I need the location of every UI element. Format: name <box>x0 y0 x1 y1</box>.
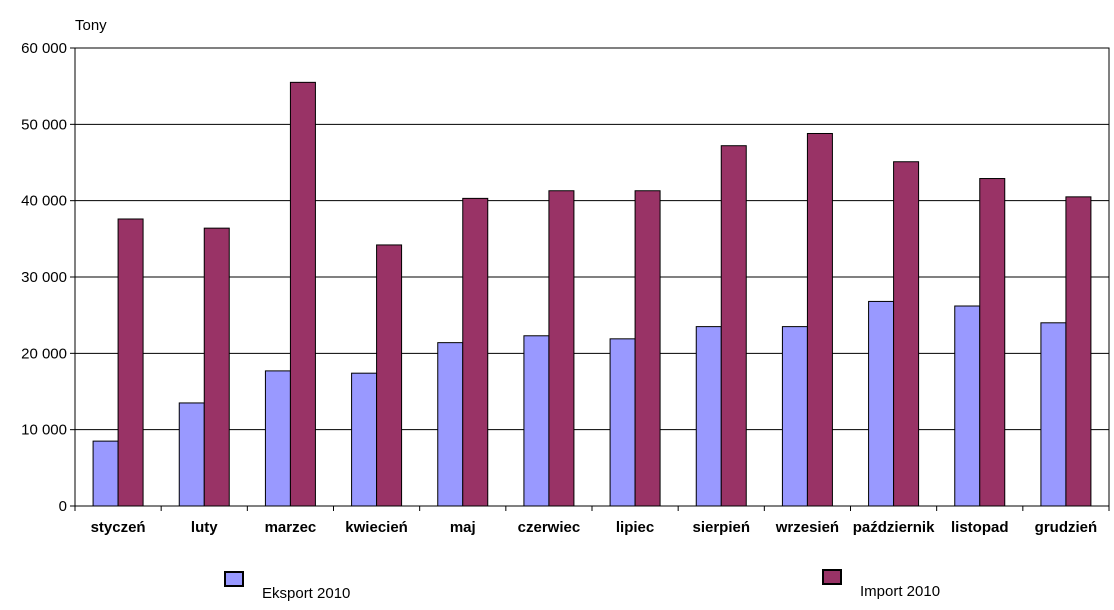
import-bar <box>462 197 489 507</box>
eksport-bar <box>609 338 636 507</box>
x-tick-label: kwiecień <box>345 519 408 536</box>
gridlines <box>75 123 1109 431</box>
y-tick-label: 20 000 <box>21 345 67 362</box>
import-bar <box>893 161 920 507</box>
x-tick-label: czerwiec <box>518 519 581 536</box>
bars <box>92 81 1092 507</box>
import-bar <box>289 81 316 507</box>
eksport-bar <box>868 300 895 507</box>
eksport-bar <box>954 305 981 507</box>
y-tick-label: 50 000 <box>21 116 67 133</box>
x-tick-label: maj <box>450 519 476 536</box>
y-axis-label: Tony <box>75 17 107 34</box>
x-tick-label: lipiec <box>616 519 654 536</box>
import-bar <box>548 190 575 507</box>
y-tick-label: 30 000 <box>21 269 67 286</box>
eksport-bar <box>92 440 119 507</box>
legend-label: Import 2010 <box>860 583 940 600</box>
x-tick-label: sierpień <box>692 519 750 536</box>
legend-swatch <box>822 569 842 585</box>
legend-label: Eksport 2010 <box>262 585 350 602</box>
x-tick-label: listopad <box>951 519 1009 536</box>
y-tick-label: 40 000 <box>21 193 67 210</box>
import-bar <box>806 132 833 507</box>
import-bar <box>203 227 230 507</box>
legend-swatch <box>224 571 244 587</box>
import-bar <box>1065 196 1092 507</box>
import-bar <box>376 244 403 507</box>
x-tick-label: luty <box>191 519 218 536</box>
eksport-bar <box>1040 322 1067 507</box>
eksport-bar <box>781 326 808 507</box>
eksport-bar <box>178 402 205 507</box>
x-tick-label: październik <box>853 519 935 536</box>
y-tick-label: 0 <box>59 498 67 515</box>
import-bar <box>117 218 144 507</box>
import-bar <box>720 145 747 507</box>
x-tick-label: wrzesień <box>775 519 839 536</box>
eksport-bar <box>523 335 550 507</box>
eksport-bar <box>695 326 722 507</box>
y-tick-label: 10 000 <box>21 422 67 439</box>
eksport-bar <box>437 342 464 507</box>
import-bar <box>634 190 661 507</box>
eksport-bar <box>351 372 378 507</box>
eksport-bar <box>264 370 291 507</box>
import-bar <box>979 178 1006 507</box>
x-tick-label: marzec <box>265 519 317 536</box>
x-tick-label: grudzień <box>1035 519 1098 536</box>
y-tick-label: 60 000 <box>21 40 67 57</box>
axes: 0 10 000 20 000 30 000 40 000 50 000 60 000 sty… <box>21 40 1110 536</box>
legend: Eksport 2010 Import 2010 <box>224 569 940 602</box>
x-tick-label: styczeń <box>91 519 146 536</box>
